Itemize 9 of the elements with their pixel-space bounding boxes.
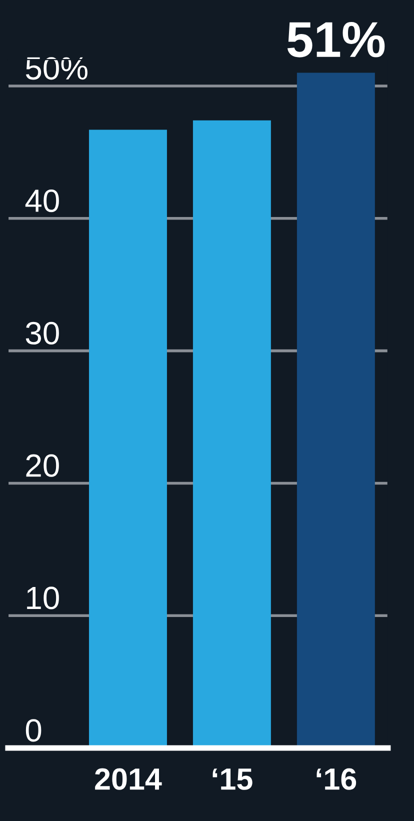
- y-tick-label: 0: [26, 719, 42, 742]
- y-tick-label: 40: [25, 189, 59, 212]
- x-tick-label: ‘15: [212, 768, 252, 790]
- y-tick-label: 30: [26, 322, 59, 344]
- x-tick-label: 2014: [95, 768, 162, 790]
- data-label: 51%: [287, 22, 385, 58]
- x-tick-label: ‘16: [316, 768, 356, 790]
- y-tick-label: 10: [27, 586, 59, 610]
- y-tick-label: 20: [26, 454, 59, 477]
